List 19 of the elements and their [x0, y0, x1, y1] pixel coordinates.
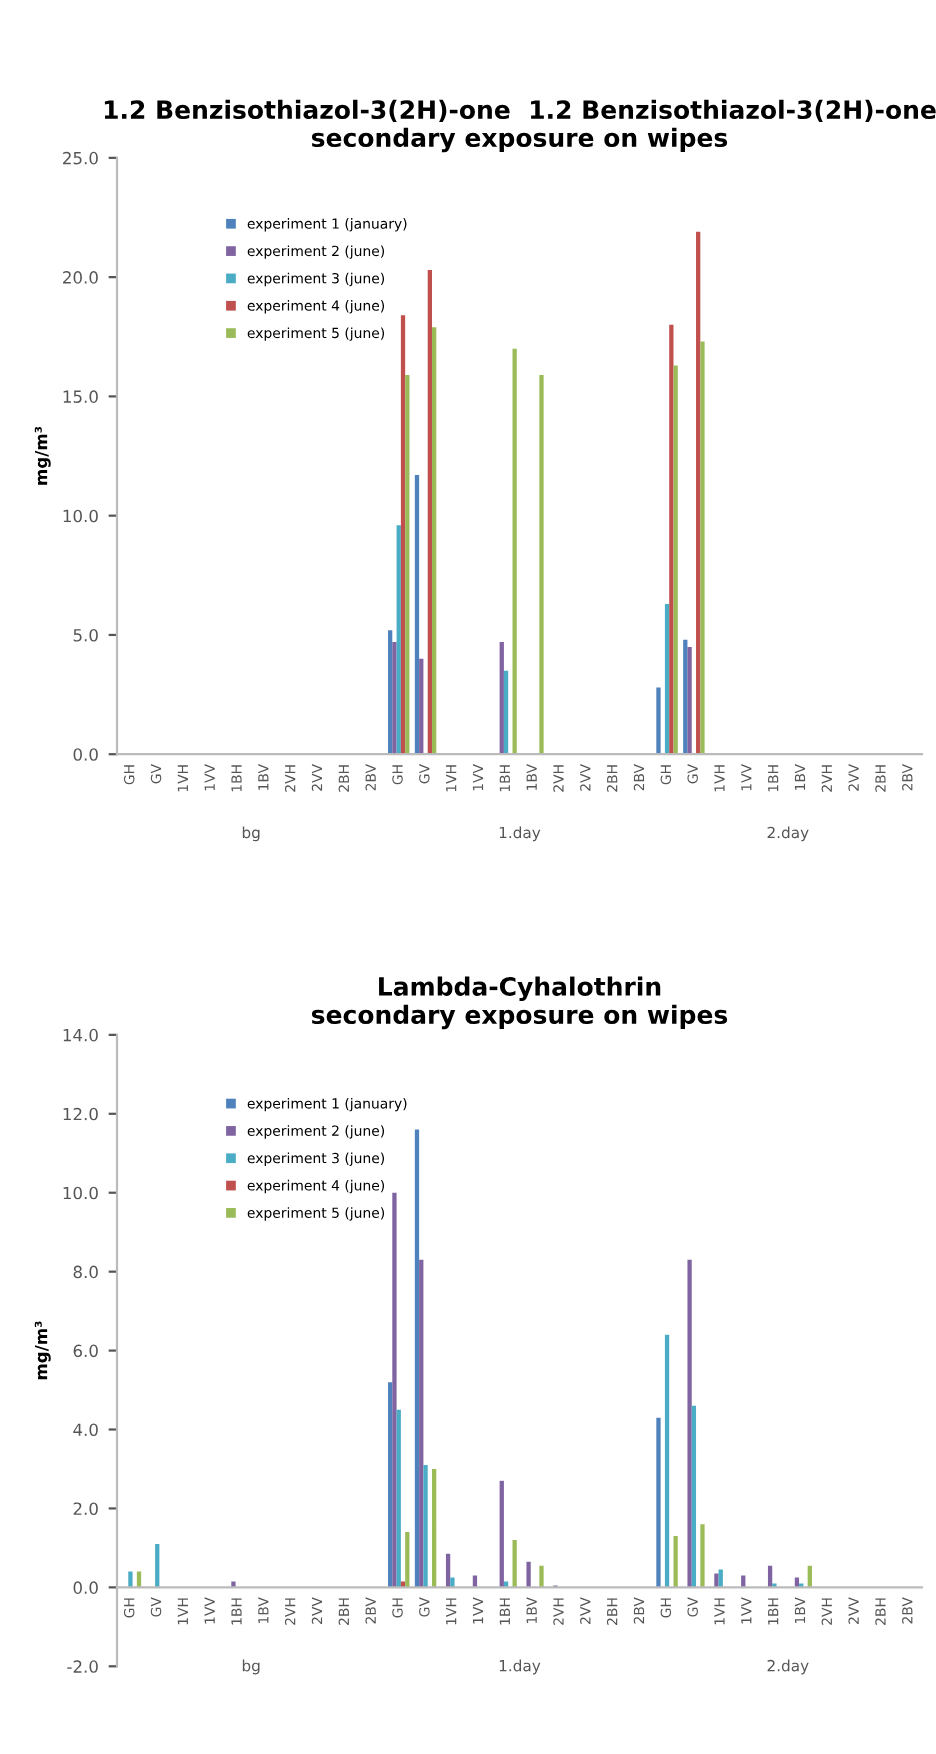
- y-tick-label: 8.0: [73, 1265, 98, 1279]
- y-tick-label: 0.0: [73, 748, 98, 761]
- y-tick-label: 25.0: [63, 151, 98, 165]
- chart-title: Lambda-Cyhalothrin secondary exposure on wipes: [311, 976, 728, 1030]
- y-tick-label: 4.0: [73, 1423, 98, 1437]
- chart-title: 1.2 Benzisothiazol-3(2H)-one 1.2 Benzisothiazol-3(2H)-one secondary exposure on wipes: [104, 99, 936, 153]
- y-tick-label: 2.0: [73, 1502, 98, 1516]
- y-axis-title: mg/m³: [34, 1321, 51, 1380]
- y-tick-label: -2.0: [67, 1660, 98, 1673]
- y-tick-label: 20.0: [63, 271, 98, 284]
- y-tick-label: 12.0: [63, 1107, 98, 1121]
- y-tick-label: 10.0: [63, 1186, 98, 1200]
- y-tick-label: 6.0: [73, 1344, 98, 1358]
- y-tick-label: 14.0: [63, 1028, 98, 1042]
- y-tick-label: 15.0: [63, 390, 98, 403]
- y-tick-label: 0.0: [73, 1581, 98, 1594]
- y-tick-label: 5.0: [73, 628, 98, 642]
- y-tick-label: 10.0: [63, 509, 98, 523]
- y-axis-title: mg/m³: [34, 426, 51, 485]
